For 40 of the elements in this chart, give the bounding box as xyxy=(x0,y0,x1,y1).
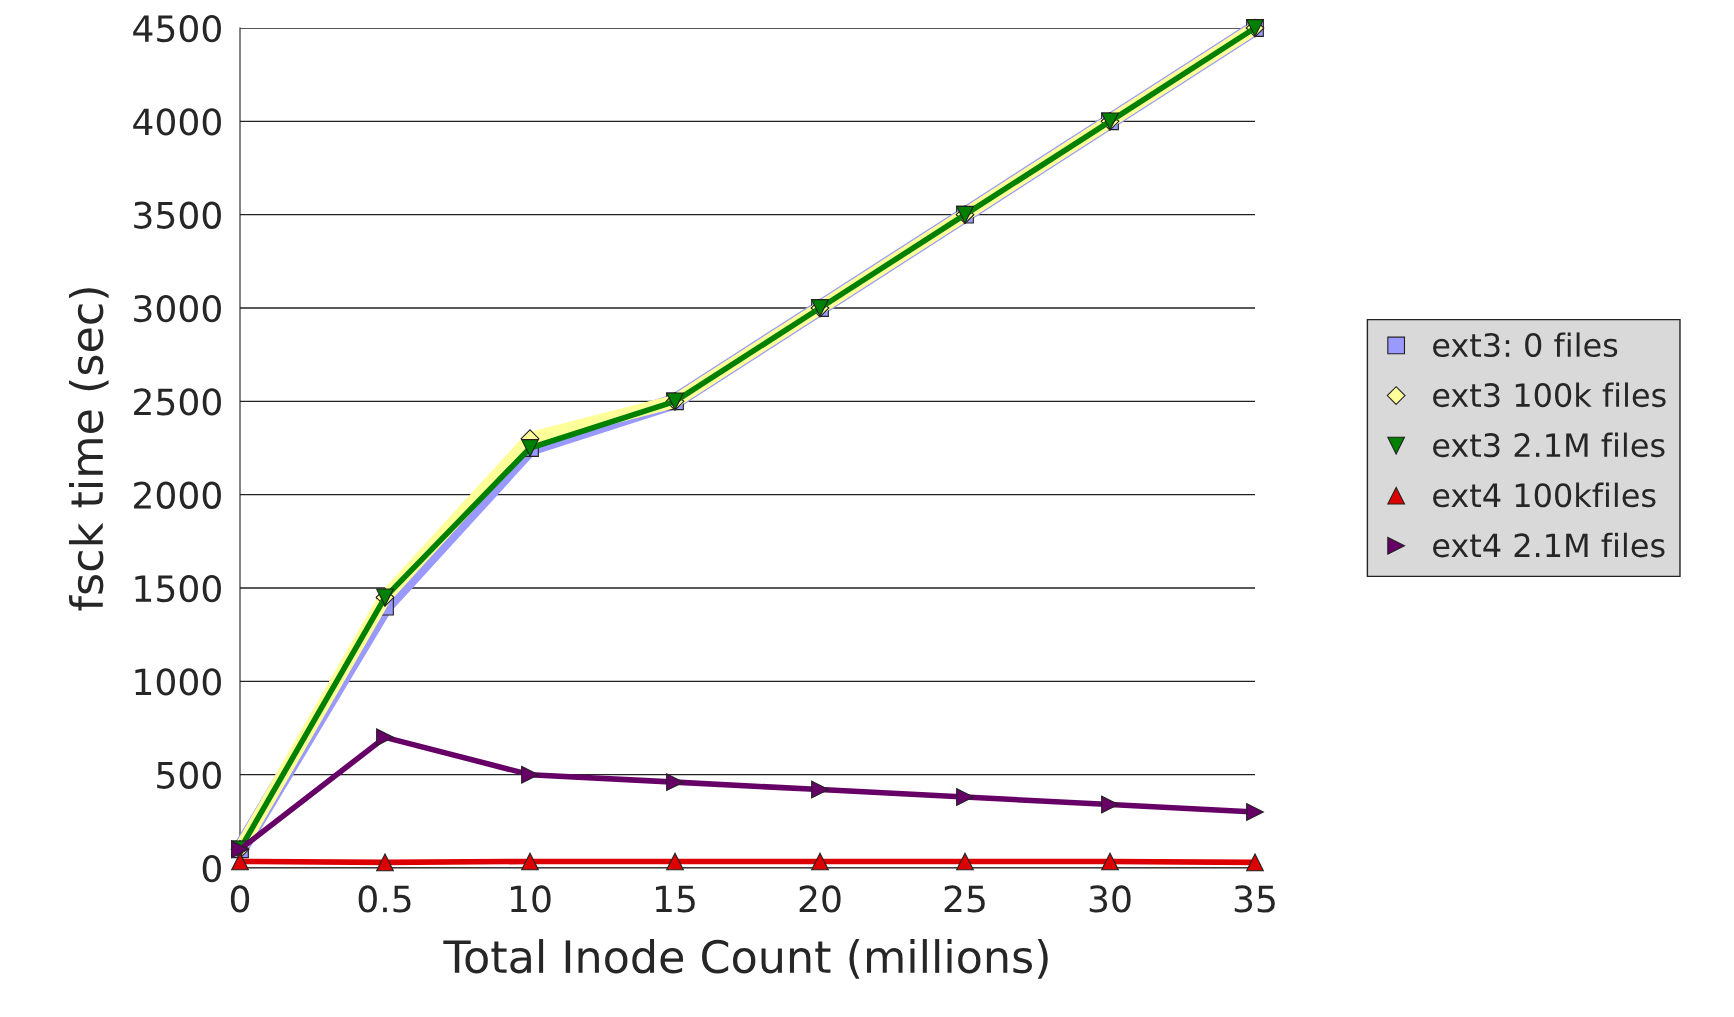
legend-label: ext3: 0 files xyxy=(1433,332,1618,358)
y-tick-label: 500 xyxy=(157,761,221,789)
legend-label: ext4 2.1M files xyxy=(1433,532,1665,558)
point xyxy=(811,780,829,799)
point xyxy=(1101,795,1119,814)
y-tick-label: 4500 xyxy=(133,14,221,43)
x-tick-label: 20 xyxy=(799,885,841,913)
point xyxy=(1246,803,1264,821)
x-axis-title: Total Inode Count (millions) xyxy=(443,939,1048,979)
x-tick-label: 0.5 xyxy=(358,885,411,913)
y-tick-label: 0 xyxy=(202,854,221,883)
x-tick-label: 30 xyxy=(1089,885,1131,913)
y-tick-label: 1000 xyxy=(135,668,221,696)
y-tick-label: 1500 xyxy=(135,574,221,603)
point xyxy=(811,852,829,871)
point xyxy=(666,852,684,871)
y-tick-label: 3000 xyxy=(134,294,221,323)
legend-label: ext3 100k files xyxy=(1433,382,1666,408)
point xyxy=(956,788,974,806)
y-tick-label: 4000 xyxy=(133,108,221,136)
x-tick-label: 25 xyxy=(944,885,985,913)
point xyxy=(521,765,539,784)
y-tick-label: 2000 xyxy=(134,481,221,509)
x-tick-label: 15 xyxy=(655,885,695,913)
point xyxy=(231,852,249,871)
point xyxy=(376,728,394,747)
point xyxy=(376,853,394,872)
point xyxy=(666,773,684,792)
x-tick-label: 0 xyxy=(230,885,250,913)
x-tick-label: 35 xyxy=(1234,885,1275,913)
y-tick-label: 3500 xyxy=(134,201,221,229)
point xyxy=(956,852,974,871)
point xyxy=(1101,852,1119,871)
point xyxy=(521,852,539,871)
point xyxy=(1246,853,1264,872)
legend-label: ext4 100kfiles xyxy=(1433,482,1656,508)
y-tick-label: 2500 xyxy=(134,388,221,416)
legend-label: ext3 2.1M files xyxy=(1433,432,1665,458)
y-axis-title: fsck time (sec) xyxy=(68,288,109,611)
x-tick-label: 10 xyxy=(510,885,551,913)
